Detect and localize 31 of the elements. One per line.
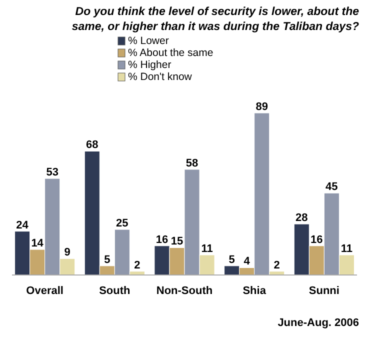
x-tick-label: South bbox=[99, 285, 131, 297]
data-label: 2 bbox=[274, 259, 280, 272]
data-label: 16 bbox=[156, 234, 168, 246]
data-label: 14 bbox=[31, 238, 44, 250]
legend-label: % Don't know bbox=[128, 71, 192, 83]
x-tick-label: Non-South bbox=[156, 285, 213, 297]
x-tick-label: Shia bbox=[242, 285, 267, 297]
data-label: 11 bbox=[340, 242, 353, 255]
text: June-Aug. 2006 bbox=[278, 317, 359, 329]
data-label: 15 bbox=[170, 236, 184, 248]
chart-title: Do you think the level of security is lower, about the same, or higher than it was during the Taliban days? bbox=[72, 6, 360, 33]
x-tick-label: Overall bbox=[26, 285, 64, 297]
legend-label: % Higher bbox=[128, 59, 172, 71]
data-label: 11 bbox=[201, 242, 213, 255]
legend-label: % About the same bbox=[128, 47, 214, 59]
data-label: 53 bbox=[46, 166, 58, 179]
data-label: 2 bbox=[134, 259, 140, 272]
data-label: 45 bbox=[326, 181, 338, 194]
data-label: 16 bbox=[310, 234, 323, 246]
data-label: 68 bbox=[86, 139, 98, 152]
data-label: 25 bbox=[116, 217, 128, 230]
data-label: 58 bbox=[186, 157, 198, 170]
data-label: 5 bbox=[104, 254, 110, 266]
x-tick-label: Sunni bbox=[308, 285, 340, 297]
data-label: 89 bbox=[256, 101, 268, 113]
data-label: 4 bbox=[244, 256, 251, 268]
data-label: 24 bbox=[16, 219, 30, 232]
legend-label: % Lower bbox=[128, 35, 170, 47]
data-label: 5 bbox=[228, 254, 235, 266]
data-label: 9 bbox=[64, 246, 70, 259]
data-label: 28 bbox=[296, 212, 308, 224]
